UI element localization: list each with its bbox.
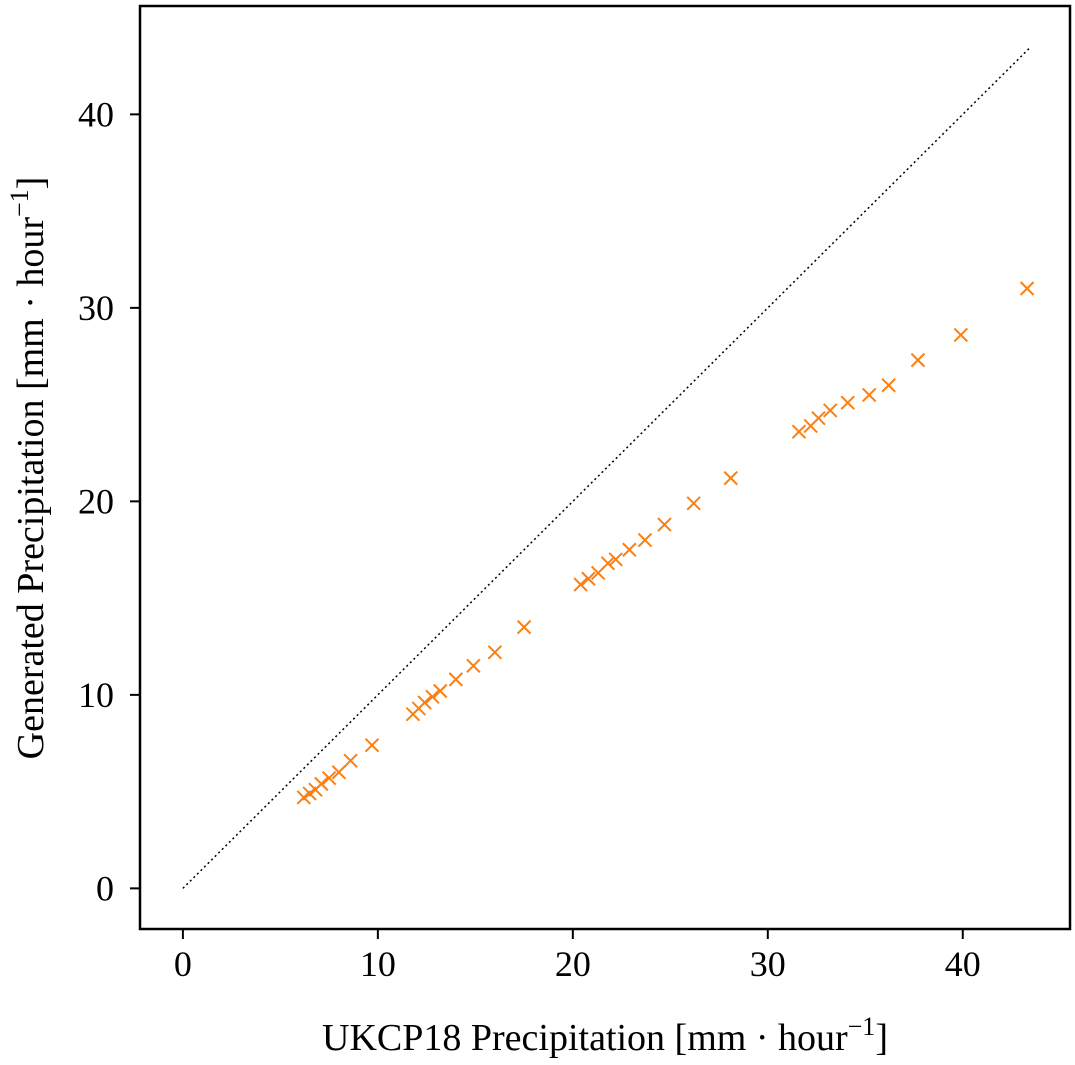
x-tick-label: 0 xyxy=(174,944,192,984)
axis-ticks: 0 10 20 30 40 0 10 20 30 40 xyxy=(78,94,981,984)
data-point xyxy=(686,496,701,511)
y-axis-label: Generated Precipitation [mm · hour−1] xyxy=(5,177,52,760)
data-point-stroke xyxy=(791,424,807,439)
data-point xyxy=(822,403,838,418)
data-point-stroke xyxy=(723,470,738,486)
data-point xyxy=(811,410,826,426)
data-point xyxy=(417,695,432,710)
data-point xyxy=(448,672,464,687)
data-point-stroke xyxy=(321,770,337,786)
data-point-stroke xyxy=(573,577,588,592)
data-point-stroke xyxy=(466,658,481,674)
data-point xyxy=(791,424,807,439)
x-tick-label: 30 xyxy=(750,944,786,984)
data-points xyxy=(296,281,1035,805)
data-point xyxy=(321,770,337,786)
data-point-stroke xyxy=(608,552,623,567)
data-point-stroke xyxy=(581,571,596,586)
y-tick-label: 0 xyxy=(96,868,114,908)
y-axis-label-main: Generated Precipitation [mm · hour xyxy=(10,217,52,760)
data-point xyxy=(364,737,380,753)
data-point xyxy=(881,378,896,393)
data-point xyxy=(637,532,653,548)
x-axis-label-bracket: ] xyxy=(875,1017,888,1059)
reference-line-layer xyxy=(182,48,1030,889)
y-tick-label: 10 xyxy=(78,675,114,715)
y-axis-label-exponent: −1 xyxy=(5,189,34,217)
data-point-stroke xyxy=(425,689,440,705)
x-tick-label: 10 xyxy=(360,944,396,984)
data-point-stroke xyxy=(953,327,969,343)
data-point xyxy=(331,765,347,780)
x-tick-label: 20 xyxy=(555,944,591,984)
plot-frame xyxy=(138,4,1072,931)
data-point xyxy=(581,571,596,586)
data-point-stroke xyxy=(657,517,672,532)
x-axis-label: UKCP18 Precipitation [mm · hour−1] xyxy=(322,1012,888,1059)
x-tick-label: 40 xyxy=(945,944,981,984)
y-tick-label: 40 xyxy=(78,94,114,134)
data-point-stroke xyxy=(1019,281,1035,296)
y-tick-label: 20 xyxy=(78,481,114,521)
data-point xyxy=(343,753,358,768)
data-point xyxy=(723,470,738,486)
data-point xyxy=(516,619,532,635)
data-point-stroke xyxy=(331,765,347,780)
data-point xyxy=(953,327,969,343)
data-point-stroke xyxy=(343,753,358,768)
data-point xyxy=(861,387,877,403)
data-point-stroke xyxy=(364,737,380,753)
data-point xyxy=(600,556,616,571)
data-point xyxy=(314,776,329,792)
data-point-stroke xyxy=(600,556,616,571)
data-point-stroke xyxy=(861,387,877,403)
data-point-stroke xyxy=(433,683,448,699)
data-point xyxy=(657,517,672,532)
data-point xyxy=(433,683,448,699)
data-point xyxy=(840,395,855,410)
data-point-stroke xyxy=(314,776,329,792)
identity-reference-line xyxy=(182,48,1030,889)
data-point-stroke xyxy=(910,352,926,368)
y-axis-label-bracket: ] xyxy=(10,177,52,190)
x-axis-label-main: UKCP18 Precipitation [mm · hour xyxy=(322,1017,848,1059)
data-point xyxy=(573,577,588,592)
data-point xyxy=(608,552,623,567)
data-point-stroke xyxy=(686,496,701,511)
data-point xyxy=(910,352,926,368)
data-point-stroke xyxy=(881,378,896,393)
data-point-stroke xyxy=(487,645,503,660)
data-point-stroke xyxy=(417,695,432,710)
data-point-stroke xyxy=(840,395,855,410)
data-point-stroke xyxy=(622,542,637,557)
data-point xyxy=(487,645,503,660)
y-tick-label: 30 xyxy=(78,288,114,328)
data-point xyxy=(1019,281,1035,296)
data-point-stroke xyxy=(637,532,653,548)
data-point xyxy=(622,542,637,557)
data-point xyxy=(466,658,481,674)
data-point-stroke xyxy=(516,619,532,635)
data-point-stroke xyxy=(822,403,838,418)
x-axis-label-exponent: −1 xyxy=(848,1012,876,1041)
data-point-stroke xyxy=(448,672,464,687)
data-point xyxy=(425,689,440,705)
data-point-stroke xyxy=(811,410,826,426)
